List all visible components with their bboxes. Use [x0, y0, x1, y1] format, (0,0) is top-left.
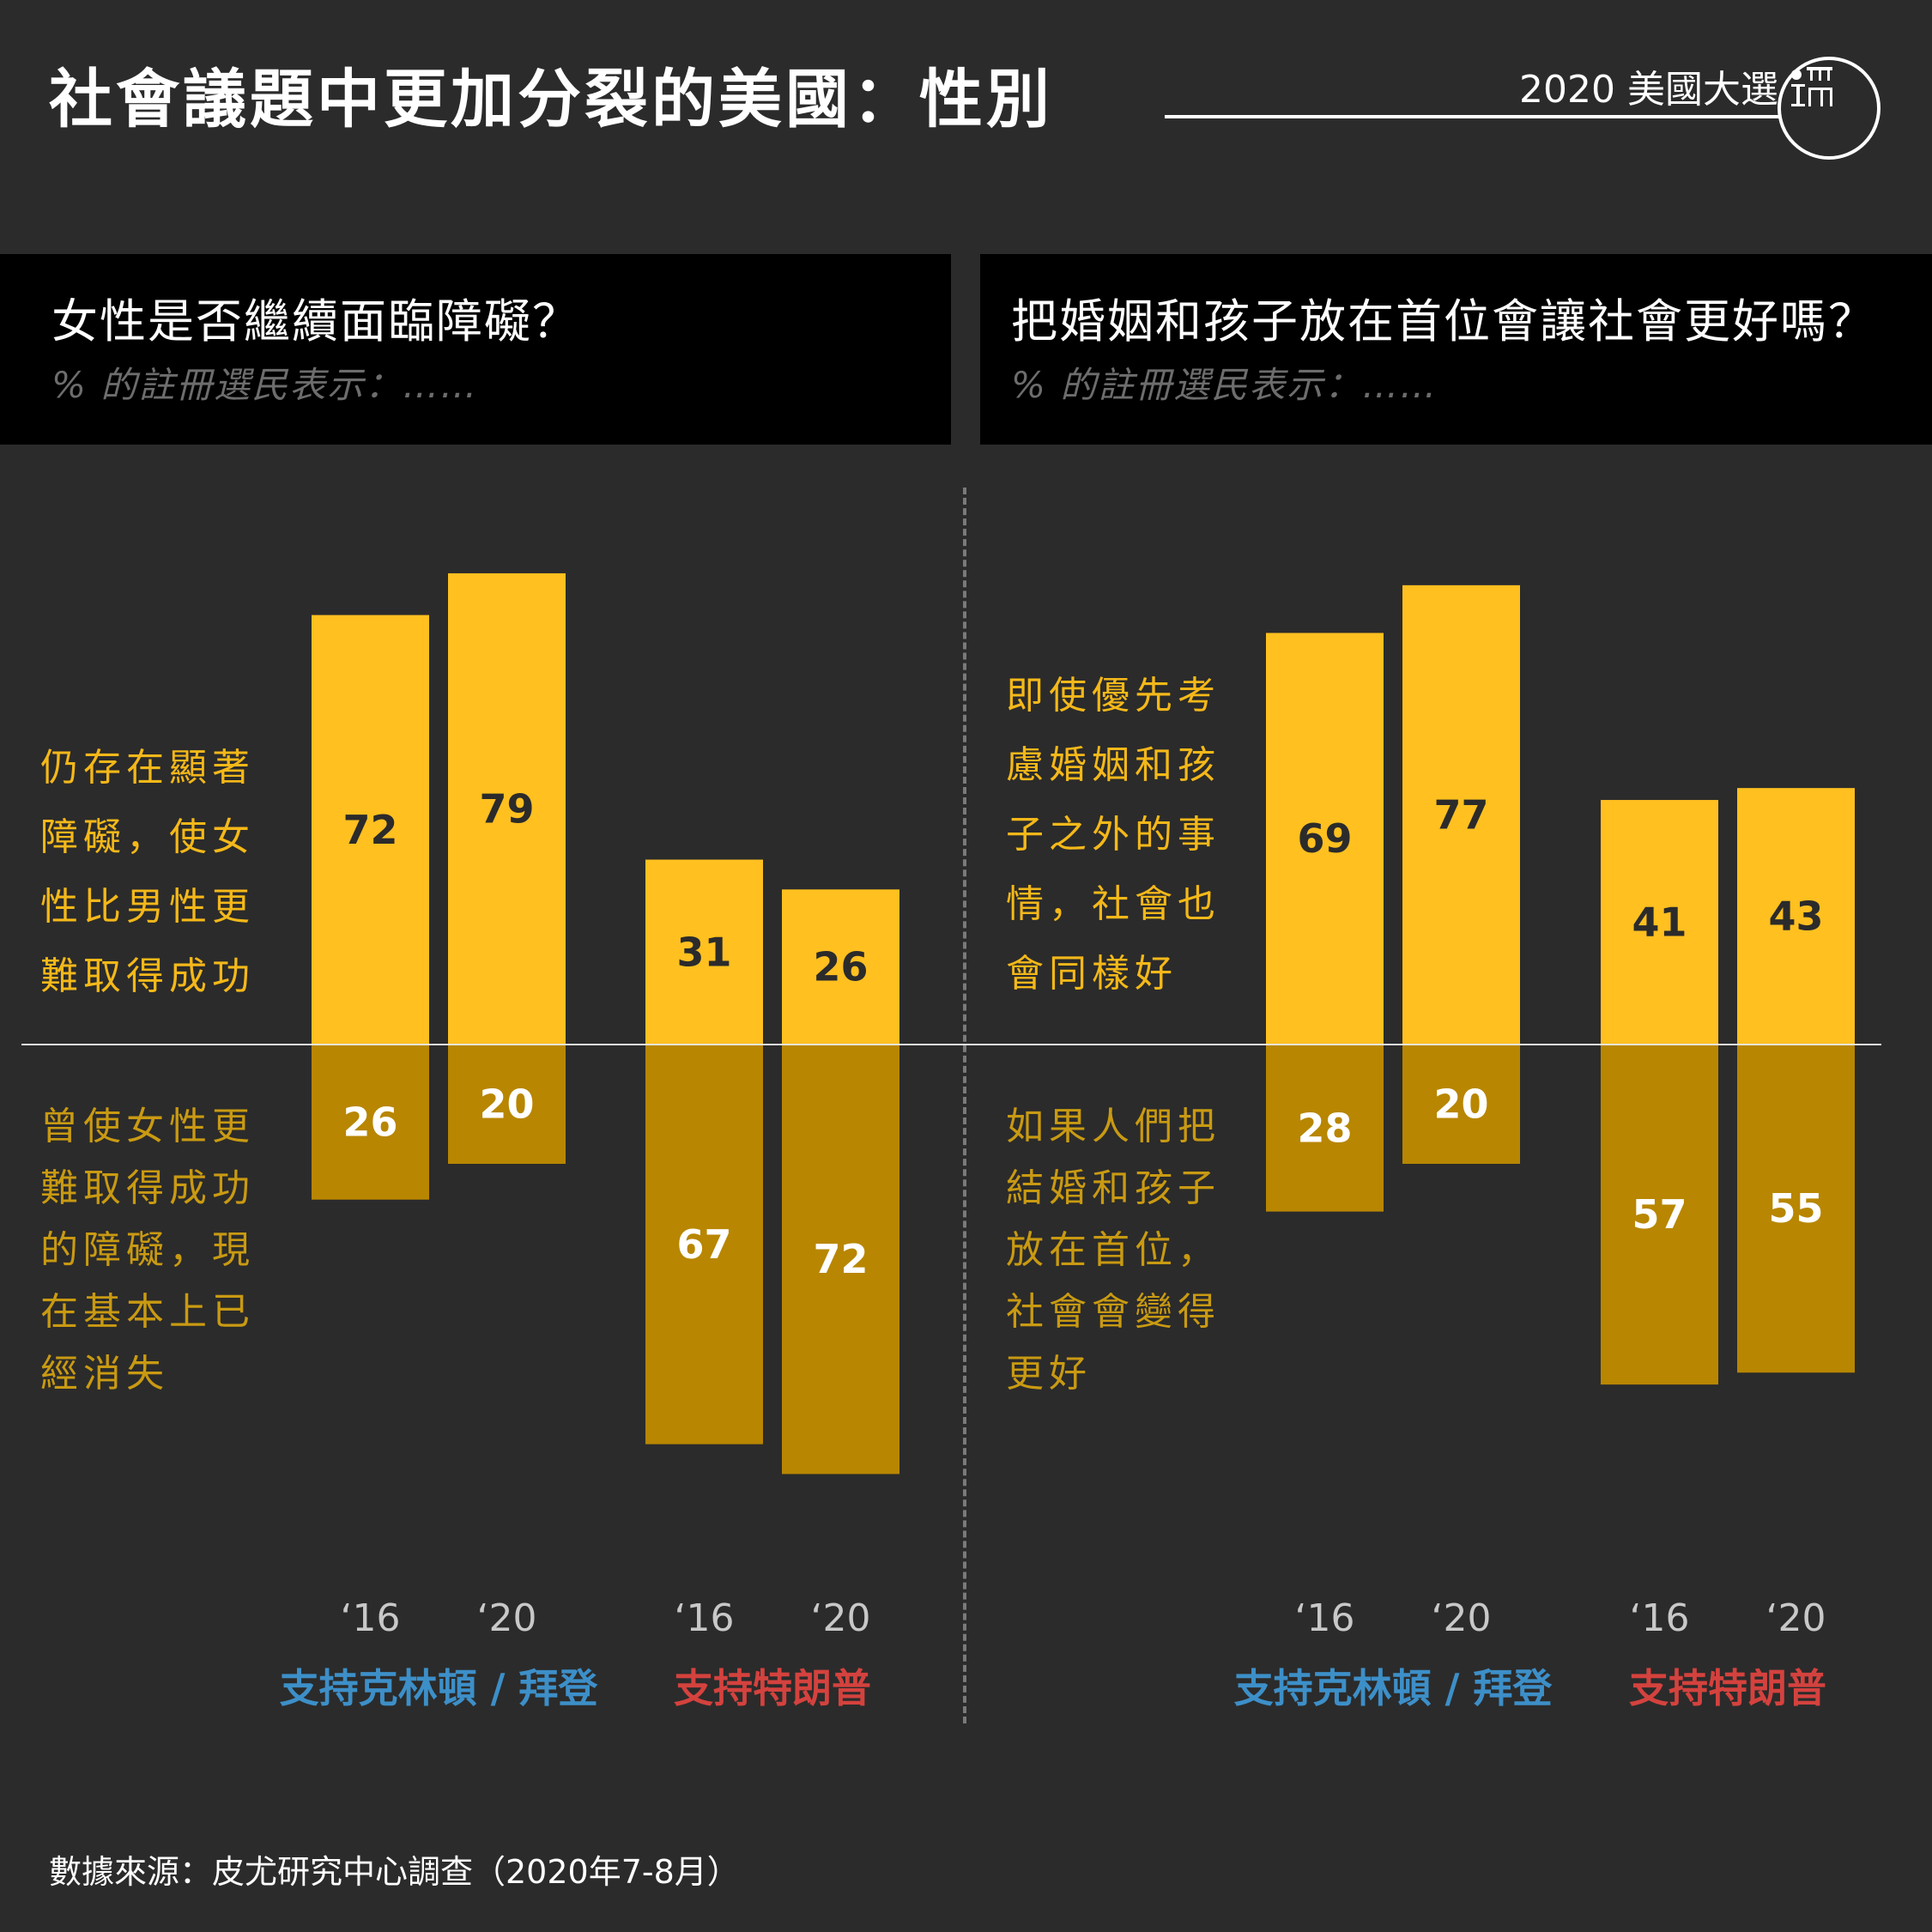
bar-lower-value-label: 26 — [342, 1099, 397, 1145]
bar-upper-value-label: 77 — [1433, 791, 1488, 838]
bar-lower — [1601, 1045, 1718, 1385]
left-annotation-top: 仍存在顯著障礙，使女性比男性更難取得成功 — [40, 746, 255, 998]
bar-lower — [782, 1045, 899, 1475]
bar-upper-value-label: 43 — [1768, 893, 1823, 940]
bar-lower — [448, 1045, 566, 1164]
bar-upper — [448, 572, 566, 1045]
bar-upper — [1402, 584, 1520, 1045]
right-question-subtitle: % 的註冊選民表示：…… — [1011, 364, 1438, 406]
x-tick-label: ‘20 — [811, 1596, 871, 1640]
logo-mark-icon — [1791, 67, 1832, 106]
title-rule — [1165, 115, 1781, 118]
bar-upper-value-label: 31 — [676, 929, 731, 975]
bar-lower-value-label: 20 — [1433, 1081, 1488, 1128]
bar-upper-value-label: 69 — [1297, 815, 1352, 862]
bar-lower — [312, 1045, 429, 1200]
bar-upper-value-label: 79 — [479, 785, 534, 832]
x-tick-label: ‘20 — [1432, 1596, 1492, 1640]
group-label: 支持特朗普 — [674, 1665, 871, 1711]
bar-upper — [645, 859, 763, 1045]
bar-lower — [1266, 1045, 1384, 1212]
right-question-title: 把婚姻和孩子放在首位會讓社會更好嗎？ — [1011, 294, 1876, 348]
group-label: 支持特朗普 — [1629, 1665, 1826, 1711]
right-question-header — [980, 254, 1932, 445]
x-tick-label: ‘16 — [341, 1596, 401, 1640]
right-annotation-top: 即使優先考慮婚姻和孩子之外的事情，社會也會同樣好 — [1006, 674, 1220, 996]
x-tick-label: ‘20 — [1766, 1596, 1826, 1640]
bar-lower-value-label: 57 — [1632, 1191, 1687, 1238]
left-question-header — [0, 254, 951, 445]
bar-lower — [1737, 1045, 1855, 1373]
x-tick-label: ‘16 — [675, 1596, 735, 1640]
right-annotation-bottom: 如果人們把結婚和孩子放在首位，社會會變得更好 — [1006, 1105, 1220, 1396]
bar-lower-value-label: 28 — [1297, 1105, 1352, 1151]
bar-upper — [1737, 788, 1855, 1045]
bar-upper-value-label: 72 — [342, 807, 397, 853]
logo-icon — [1778, 57, 1881, 160]
bar-upper — [782, 889, 899, 1045]
left-question-title: 女性是否繼續面臨障礙？ — [51, 294, 580, 348]
group-label: 支持克林頓 / 拜登 — [1234, 1665, 1553, 1711]
group-label: 支持克林頓 / 拜登 — [280, 1665, 599, 1711]
x-tick-label: ‘16 — [1295, 1596, 1355, 1640]
panel-divider — [963, 488, 966, 1723]
page-title: 社會議題中更加分裂的美國：性別 — [49, 63, 1053, 136]
left-annotation-bottom: 曾使女性更難取得成功的障礙，現在基本上已經消失 — [40, 1105, 255, 1396]
bar-upper-value-label: 26 — [813, 944, 868, 990]
bar-upper-value-label: 41 — [1632, 899, 1687, 946]
bar-lower-value-label: 55 — [1768, 1185, 1823, 1232]
x-tick-label: ‘16 — [1630, 1596, 1690, 1640]
bar-lower-value-label: 20 — [479, 1081, 534, 1128]
bar-lower — [1402, 1045, 1520, 1164]
election-tag: 2020 美國大選 — [1519, 68, 1778, 112]
source-note: 數據來源：皮尤研究中心調查（2020年7-8月） — [49, 1853, 740, 1891]
bar-upper — [1601, 800, 1718, 1045]
bar-upper — [312, 615, 429, 1045]
left-question-subtitle: % 的註冊選民表示：…… — [51, 364, 479, 406]
bar-lower — [645, 1045, 763, 1444]
x-tick-label: ‘20 — [477, 1596, 537, 1640]
bar-lower-value-label: 72 — [813, 1236, 868, 1282]
bar-lower-value-label: 67 — [676, 1221, 731, 1268]
bar-upper — [1266, 633, 1384, 1045]
